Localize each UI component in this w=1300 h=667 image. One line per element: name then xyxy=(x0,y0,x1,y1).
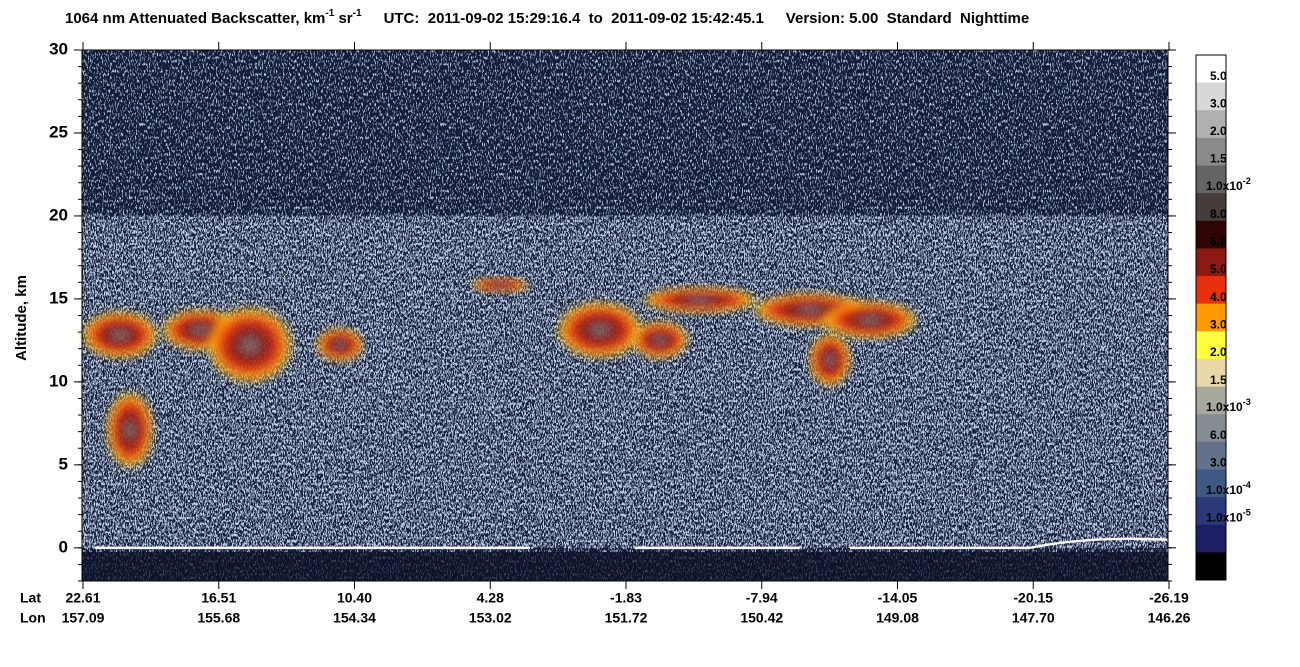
x-tick-label: 16.51 xyxy=(201,590,236,606)
colorbar-label: 1.5 xyxy=(1210,373,1227,387)
colorbar-label: 5.0 xyxy=(1210,262,1227,276)
colorbar-segment xyxy=(1196,441,1226,470)
colorbar-segment xyxy=(1196,524,1226,553)
x-row-label: Lat xyxy=(20,590,41,606)
colorbar-segment xyxy=(1196,469,1226,498)
colorbar-segment xyxy=(1196,386,1226,415)
colorbar-segment xyxy=(1196,137,1226,167)
colorbar-label: 8.0 xyxy=(1210,207,1227,221)
title-sup: -1 xyxy=(353,8,362,19)
colorbar-segment xyxy=(1196,303,1226,332)
title-main: 1064 nm Attenuated Backscatter, km xyxy=(65,10,325,27)
x-tick-label: 10.40 xyxy=(337,590,372,606)
x-tick-label: 149.08 xyxy=(876,610,919,626)
cloud xyxy=(105,390,155,470)
chart-title: 1064 nm Attenuated Backscatter, km-1 sr-… xyxy=(65,8,1029,27)
plot-area xyxy=(80,49,1169,582)
y-tick-label: 30 xyxy=(49,39,68,58)
colorbar-label: 1.0x10-5 xyxy=(1206,508,1251,525)
x-row-label: Lon xyxy=(20,610,46,626)
colorbar-segment xyxy=(1196,82,1226,111)
colorbar-label-exp: -2 xyxy=(1243,177,1251,187)
x-tick-label: 151.72 xyxy=(605,610,648,626)
colorbar-label-exp: -3 xyxy=(1243,398,1251,408)
x-tick-label: 150.42 xyxy=(740,610,783,626)
colorbar-segment xyxy=(1196,331,1226,360)
y-tick-label: 5 xyxy=(59,454,68,473)
colorbar-segment xyxy=(1196,165,1226,194)
cloud xyxy=(640,286,760,314)
colorbar-label-exp: -4 xyxy=(1243,480,1251,490)
surface-line xyxy=(95,537,1169,550)
colorbar-label: 6.0 xyxy=(1210,235,1227,249)
cloud xyxy=(315,327,365,363)
y-tick-label: 15 xyxy=(49,288,68,307)
colorbar-label: 2.0 xyxy=(1210,345,1227,359)
colorbar-segment xyxy=(1196,55,1226,84)
colorbar-segment xyxy=(1196,552,1226,581)
colorbar-label: 2.0 xyxy=(1210,124,1227,138)
cloud xyxy=(820,300,920,340)
colorbar-label: 3.0 xyxy=(1210,456,1227,470)
cloud xyxy=(555,300,645,360)
colorbar-label: 5.0 xyxy=(1210,69,1227,83)
colorbar-label: 3.0 xyxy=(1210,317,1227,331)
colorbar-segment xyxy=(1196,276,1226,305)
colorbar-label-base: 1.0x10 xyxy=(1206,179,1243,193)
colorbar-segment xyxy=(1196,220,1226,249)
title-sup: -1 xyxy=(325,8,334,19)
y-tick-label: 10 xyxy=(49,371,68,390)
colorbar-label: 1.0x10-3 xyxy=(1206,398,1251,415)
colorbar-label-exp: -5 xyxy=(1243,508,1251,518)
colorbar-segment xyxy=(1196,248,1226,277)
cloud xyxy=(470,277,530,293)
x-tick-label: -26.19 xyxy=(1149,590,1189,606)
x-tick-label: 22.61 xyxy=(65,590,100,606)
cloud xyxy=(808,332,852,388)
y-tick-label: 25 xyxy=(49,122,68,141)
title-unit: sr xyxy=(334,10,353,27)
colorbar-frame xyxy=(1195,54,1227,581)
cloud xyxy=(205,305,295,385)
x-tick-label: 146.26 xyxy=(1148,610,1191,626)
x-tick-label: 147.70 xyxy=(1012,610,1055,626)
x-tick-label: -7.94 xyxy=(746,590,778,606)
x-tick-label: 157.09 xyxy=(62,610,105,626)
colorbar-segment xyxy=(1196,193,1226,222)
cloud xyxy=(630,320,690,360)
colorbar-segment xyxy=(1196,497,1226,526)
title-version: Version: 5.00 Standard Nighttime xyxy=(786,10,1029,27)
colorbar-label: 4.0 xyxy=(1210,290,1227,304)
colorbar-segment xyxy=(1196,110,1226,139)
colorbar-label: 1.0x10-2 xyxy=(1206,177,1251,194)
colorbar-label: 6.0 xyxy=(1210,428,1227,442)
x-tick-label: -20.15 xyxy=(1013,590,1053,606)
colorbar-segment xyxy=(1196,414,1226,443)
x-tick-label: -1.83 xyxy=(610,590,642,606)
colorbar-label-base: 1.0x10 xyxy=(1206,511,1243,525)
colorbar-label: 1.5 xyxy=(1210,152,1227,166)
colorbar-label-base: 1.0x10 xyxy=(1206,400,1243,414)
x-tick-label: 154.34 xyxy=(333,610,376,626)
subsurface xyxy=(82,551,1168,581)
title-utc: UTC: 2011-09-02 15:29:16.4 to 2011-09-02… xyxy=(384,10,764,27)
colorbar-segment xyxy=(1196,358,1226,388)
colorbar-label: 3.0 xyxy=(1210,96,1227,110)
x-tick-label: -14.05 xyxy=(878,590,918,606)
x-tick-label: 155.68 xyxy=(197,610,240,626)
y-axis-label: Altitude, km xyxy=(13,275,30,361)
x-tick-label: 153.02 xyxy=(469,610,512,626)
cloud xyxy=(80,310,160,360)
y-tick-label: 20 xyxy=(49,205,68,224)
x-tick-label: 4.28 xyxy=(477,590,504,606)
y-tick-label: 0 xyxy=(59,537,68,556)
colorbar-label-base: 1.0x10 xyxy=(1206,483,1243,497)
colorbar-label: 1.0x10-4 xyxy=(1206,480,1251,497)
